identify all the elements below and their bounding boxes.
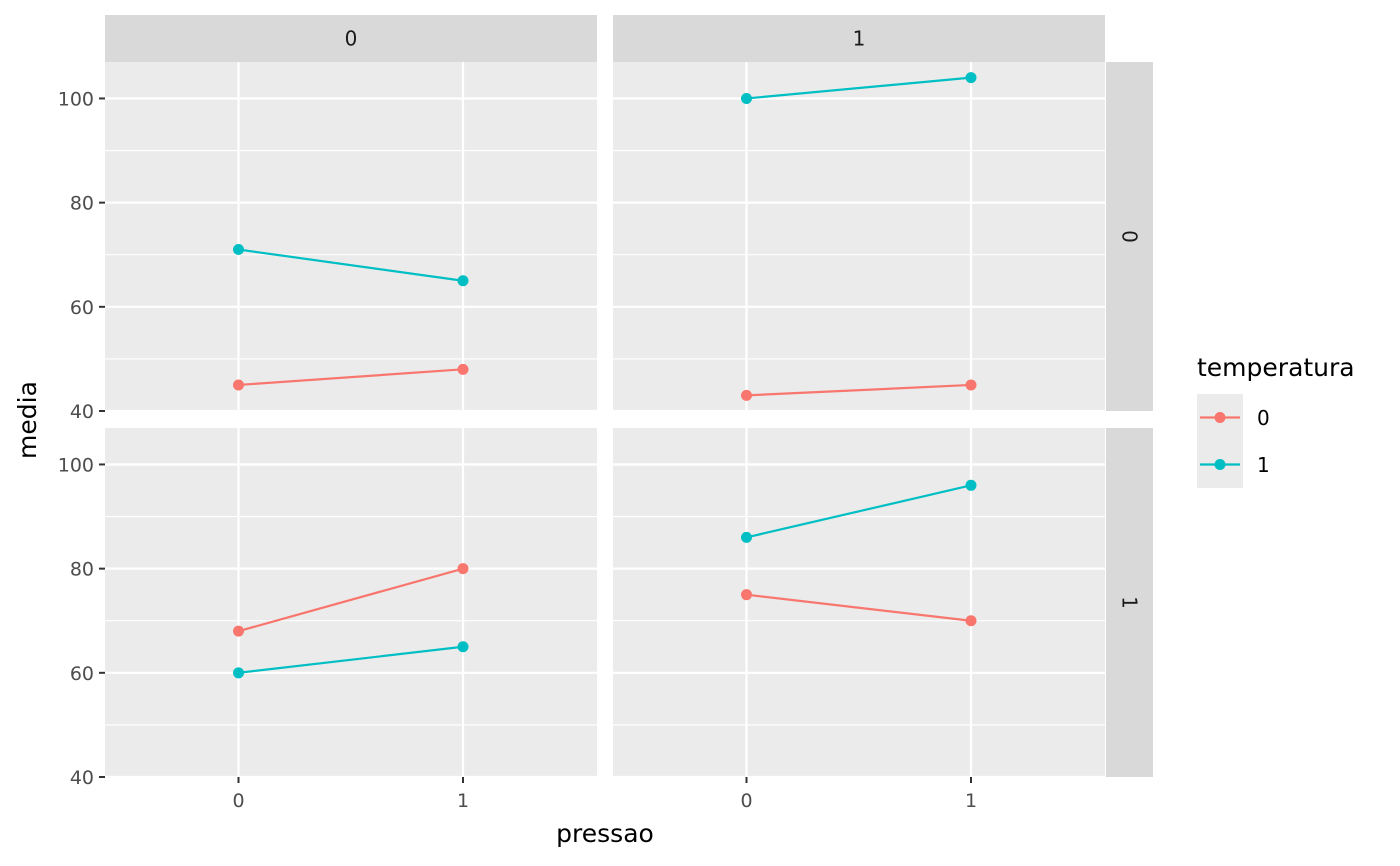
panel-r1-c1 bbox=[613, 428, 1105, 779]
y-tick-label: 80 bbox=[70, 193, 94, 215]
y-tick-label: 60 bbox=[70, 663, 94, 685]
facet-strip-row-label: 0 bbox=[1118, 230, 1142, 243]
data-point-temperatura-1-pressao-0 bbox=[233, 244, 244, 256]
y-tick-label: 100 bbox=[58, 454, 94, 476]
legend: temperatura 01 bbox=[1197, 353, 1355, 488]
panel-background bbox=[613, 428, 1105, 777]
data-point-temperatura-0-pressao-1 bbox=[457, 363, 469, 375]
y-tick-label: 80 bbox=[70, 559, 94, 581]
y-tick-label: 40 bbox=[70, 401, 94, 423]
x-tick-label: 0 bbox=[740, 790, 752, 812]
facet-strip-row-0 bbox=[1106, 62, 1153, 411]
facet-strip-row-label: 1 bbox=[1118, 596, 1142, 609]
legend-key-point bbox=[1214, 412, 1226, 423]
facet-strip-row-1 bbox=[1106, 428, 1153, 777]
legend-entry-label: 1 bbox=[1257, 453, 1270, 477]
panel-background bbox=[105, 428, 597, 777]
series-line-temperatura-1 bbox=[238, 248, 464, 282]
legend-key-point bbox=[1214, 459, 1226, 470]
panel-background bbox=[105, 62, 597, 411]
x-tick-label: 0 bbox=[232, 790, 244, 812]
data-point-temperatura-0-pressao-0 bbox=[741, 589, 752, 601]
data-point-temperatura-0-pressao-0 bbox=[741, 389, 752, 401]
data-point-temperatura-1-pressao-0 bbox=[233, 667, 244, 679]
data-point-temperatura-0-pressao-1 bbox=[457, 563, 469, 575]
data-point-temperatura-1-pressao-1 bbox=[965, 479, 977, 491]
series-line-temperatura-0 bbox=[238, 567, 464, 633]
y-tick-label: 40 bbox=[70, 767, 94, 789]
x-tick-label: 1 bbox=[457, 790, 469, 812]
series-line-temperatura-1 bbox=[238, 645, 464, 674]
series-line-temperatura-0 bbox=[238, 368, 464, 387]
series-line-temperatura-0 bbox=[746, 593, 972, 622]
data-point-temperatura-0-pressao-0 bbox=[233, 625, 244, 637]
y-tick-label: 60 bbox=[70, 297, 94, 319]
data-point-temperatura-0-pressao-0 bbox=[233, 379, 244, 391]
y-tick-label: 100 bbox=[58, 88, 94, 110]
series-line-temperatura-0 bbox=[746, 383, 972, 397]
panels-layer: 0 1 0 1 bbox=[105, 15, 1153, 779]
legend-keys: 01 bbox=[1197, 394, 1270, 488]
data-point-temperatura-1-pressao-1 bbox=[457, 275, 469, 287]
facet-strip-col-label: 1 bbox=[853, 27, 866, 51]
facet-strip-col-label: 0 bbox=[345, 27, 358, 51]
data-point-temperatura-1-pressao-1 bbox=[965, 72, 977, 84]
data-point-temperatura-1-pressao-1 bbox=[457, 641, 469, 653]
facet-strip-col-1 bbox=[613, 15, 1105, 62]
data-point-temperatura-1-pressao-0 bbox=[741, 531, 752, 543]
series-line-temperatura-1 bbox=[746, 76, 972, 100]
legend-entry-label: 0 bbox=[1257, 406, 1270, 430]
panel-background bbox=[613, 62, 1105, 411]
legend-title: temperatura bbox=[1197, 353, 1355, 382]
x-axis-title: pressao bbox=[556, 819, 654, 848]
data-point-temperatura-0-pressao-1 bbox=[965, 379, 977, 391]
data-point-temperatura-0-pressao-1 bbox=[965, 615, 977, 627]
facet-strip-col-0 bbox=[105, 15, 597, 62]
data-point-temperatura-1-pressao-0 bbox=[741, 92, 752, 104]
axes-layer: 40 60 80 100 40 60 80 100 0 1 0 1 bbox=[58, 88, 977, 812]
panel-r0-c1 bbox=[613, 62, 1105, 413]
panel-r1-c0 bbox=[105, 428, 597, 779]
panel-r0-c0 bbox=[105, 62, 597, 413]
x-tick-label: 1 bbox=[965, 790, 977, 812]
series-line-temperatura-1 bbox=[746, 484, 972, 539]
y-axis-title: media bbox=[13, 381, 42, 459]
